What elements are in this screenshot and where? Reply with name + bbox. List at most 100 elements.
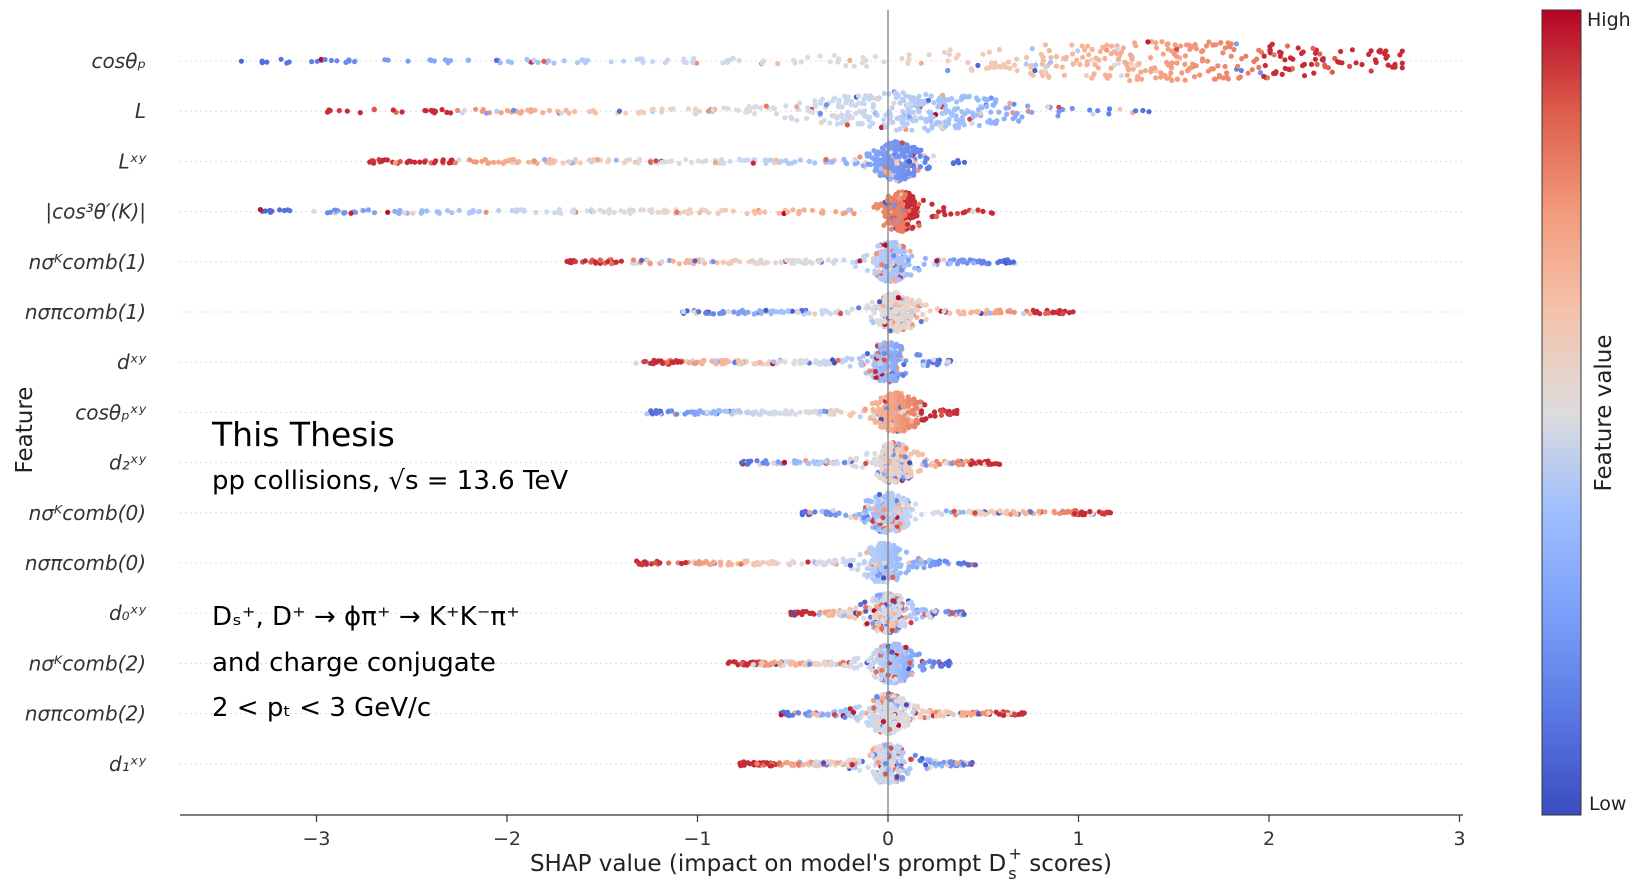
shap-point [526,159,532,165]
shap-point [1300,49,1306,55]
shap-point [889,490,895,496]
shap-point [535,59,541,65]
shap-point [764,260,770,266]
shap-point [1267,47,1273,53]
shap-point [1057,510,1063,517]
shap-point [921,565,927,571]
shap-point [851,211,857,217]
shap-point [777,358,783,364]
shap-point [1046,74,1052,80]
shap-point [1042,42,1049,48]
shap-point [846,207,852,213]
shap-point [765,361,771,367]
shap-point [669,359,675,365]
shap-point [1005,308,1011,314]
shap-point [977,459,983,465]
shap-point [894,139,900,145]
shap-point [909,127,915,133]
shap-point [704,310,710,316]
shap-point [445,208,451,214]
shap-point [775,61,781,67]
shap-point [1014,511,1020,517]
shap-point [865,161,871,167]
shap-point [872,561,878,567]
shap-point [875,304,881,310]
shap-point [896,502,902,508]
shap-point [670,258,676,264]
shap-point [572,259,579,265]
shap-point [955,117,961,123]
shap-point [785,209,791,215]
shap-point [1295,45,1301,51]
shap-point [889,393,895,399]
shap-point [1010,116,1016,122]
shap-point [1095,108,1101,114]
shap-point [690,59,696,66]
shap-point [597,257,603,263]
shap-point [629,207,635,213]
shap-point [483,110,490,116]
shap-point [997,508,1003,514]
shap-point [880,545,886,551]
shap-point [891,350,897,356]
shap-point [846,614,852,620]
shap-point [1010,259,1017,265]
shap-point [641,359,647,365]
shap-point [981,96,987,102]
shap-point [918,318,924,325]
shap-point [1193,63,1199,69]
shap-point [961,122,967,128]
shap-point [1147,55,1154,61]
shap-point [955,157,961,164]
shap-point [902,454,908,460]
shap-point [1095,65,1101,71]
shap-point [861,257,867,263]
shap-point [877,321,883,327]
shap-point [343,59,349,65]
shap-point [899,617,905,624]
shap-point [959,257,965,263]
shap-point [928,462,934,468]
shap-point [948,211,954,217]
shap-point [1070,61,1076,67]
shap-point [608,261,615,267]
shap-point [284,60,290,66]
shap-point [618,258,625,264]
shap-point [727,158,733,164]
shap-point [754,458,760,464]
shap-point [977,511,983,517]
shap-point [683,260,689,266]
shap-point [898,267,905,273]
shap-point [849,115,855,121]
shap-point [752,360,759,367]
shap-point [725,309,732,315]
shap-point [894,91,900,97]
shap-point [903,262,909,268]
shap-point [700,358,706,365]
shap-point [883,112,889,118]
shap-point [1399,65,1405,71]
shap-point [867,123,873,130]
shap-point [531,158,537,164]
shap-point [1118,49,1124,55]
shap-point [897,353,903,359]
shap-point [1220,50,1226,56]
shap-point [906,52,912,58]
shap-point [1087,107,1093,113]
shap-point [688,159,695,165]
shap-point [917,352,923,358]
shap-point [1279,71,1285,77]
shap-point [856,100,862,106]
shap-point [863,604,869,610]
shap-point [881,365,887,371]
shap-point [831,608,837,615]
shap-point [1245,70,1251,76]
shap-point [848,98,855,104]
shap-point [533,209,539,215]
shap-point [910,95,916,101]
shap-point [778,158,784,164]
shap-point [904,474,910,480]
shap-point [906,297,912,303]
shap-point [901,470,907,476]
shap-point [955,462,962,468]
